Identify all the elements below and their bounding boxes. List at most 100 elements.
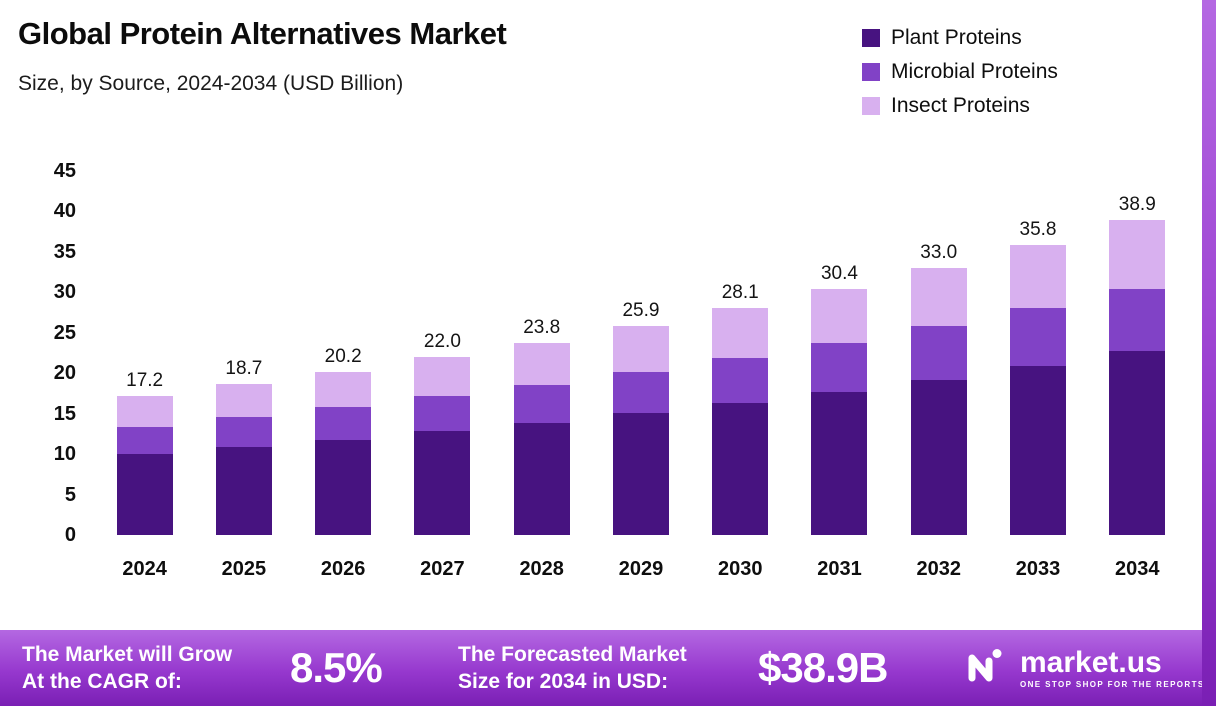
y-tick-label: 25 [53,321,76,344]
bar-stack [414,357,471,535]
bar-segment-microbial [215,416,272,447]
y-tick-label: 10 [53,443,76,466]
bar-column: 33.0 [889,171,988,535]
legend-swatch [862,29,880,47]
y-tick-label: 20 [53,362,76,385]
bar-segment-microbial [811,342,868,392]
side-accent-strip [1202,0,1216,706]
legend-label: Insect Proteins [891,94,1030,117]
legend-item: Plant Proteins [862,26,1058,50]
bar-segment-microbial [414,395,471,432]
bar-segment-insect [116,395,173,427]
bar-total-label: 33.0 [920,242,958,264]
bar-segment-insect [811,289,868,343]
bar-stack [315,371,372,535]
bar-segment-plant [811,391,868,535]
bar-segment-insect [910,268,967,326]
bar-segment-plant [315,439,372,535]
page-title: Global Protein Alternatives Market [18,16,507,51]
y-tick-label: 30 [53,281,76,304]
bar-segment-plant [712,403,769,535]
bar-total-label: 35.8 [1019,219,1057,241]
page-subtitle: Size, by Source, 2024-2034 (USD Billion) [18,72,404,95]
x-axis-label: 2026 [320,558,366,580]
bar-column: 30.4 [790,171,889,535]
bar-total-label: 18.7 [225,357,263,379]
legend-label: Plant Proteins [891,26,1022,49]
x-axis-label: 2033 [1015,558,1061,580]
legend-swatch [862,63,880,81]
bar-segment-microbial [1109,289,1166,352]
bar-stack [513,342,570,535]
y-tick-label: 40 [53,200,76,223]
bar-stack [1109,220,1166,535]
legend: Plant Proteins Microbial Proteins Insect P… [862,26,1058,118]
bar-total-label: 17.2 [126,369,164,391]
bar-segment-microbial [513,384,570,423]
x-axis-label: 2034 [1115,558,1160,580]
forecast-label: The Forecasted Market Size for 2034 in U… [458,641,758,696]
y-tick-label: 45 [53,160,76,182]
bar-segment-microbial [612,371,669,413]
bar-segment-plant [513,422,570,535]
x-axis-label: 2031 [817,558,862,580]
brand-tagline: ONE STOP SHOP FOR THE REPORTS [1020,679,1205,689]
bar-segment-plant [215,446,272,535]
bar-stack [712,307,769,535]
legend-item: Insect Proteins [862,94,1058,118]
bar-segment-insect [215,383,272,417]
y-tick-label: 15 [53,402,76,425]
bar-total-label: 22.0 [423,331,461,353]
bar-segment-insect [315,371,372,408]
bar-segment-plant [612,412,669,535]
bar-column: 17.2 [95,171,194,535]
x-axis-label: 2027 [420,558,465,580]
x-axis-label: 2029 [618,558,664,580]
bar-total-label: 23.8 [523,316,561,338]
x-axis-label: 2032 [916,558,962,580]
bar-column: 25.9 [591,171,690,535]
forecast-value: $38.9B [758,644,888,691]
market-us-logo-icon [964,647,1008,690]
bar-segment-microbial [1010,307,1067,366]
bar-total-label: 20.2 [324,345,362,367]
bar-stack [1010,245,1067,535]
bar-segment-plant [116,454,173,535]
cagr-label-line2: At the CAGR of: [22,670,182,693]
x-axis-label: 2030 [717,558,763,580]
y-axis: 0 5 10 15 20 25 30 35 40 45 [28,161,76,545]
bar-stack [116,395,173,535]
bar-segment-plant [1010,365,1067,535]
bar-column: 20.2 [294,171,393,535]
bar-column: 22.0 [393,171,492,535]
bar-column: 35.8 [989,171,1088,535]
bar-segment-insect [414,357,471,396]
x-axis-label: 2025 [221,558,267,580]
x-axis-label: 2024 [122,558,167,580]
bar-segment-microbial [910,325,967,380]
bar-column: 23.8 [492,171,591,535]
y-tick-label: 5 [64,483,76,506]
brand-text: market.us ONE STOP SHOP FOR THE REPORTS [1020,645,1205,689]
legend-swatch [862,97,880,115]
bar-total-label: 25.9 [622,299,660,321]
forecast-label-line1: The Forecasted Market [458,642,687,666]
bar-segment-insect [712,307,769,358]
legend-item: Microbial Proteins [862,60,1058,84]
y-tick-label: 35 [53,240,76,263]
bar-total-label: 38.9 [1118,194,1156,216]
bar-total-label: 28.1 [721,281,759,303]
bar-segment-insect [1109,220,1166,290]
cagr-value: 8.5% [290,644,383,691]
y-tick-label: 0 [64,524,76,546]
bar-segment-insect [612,325,669,372]
bar-column: 18.7 [194,171,293,535]
bar-segment-microbial [315,407,372,440]
legend-label: Microbial Proteins [891,60,1058,83]
cagr-label-line1: The Market will Grow [22,642,233,666]
bar-segment-plant [414,431,471,535]
bar-stack [811,289,868,535]
brand-name: market.us [1020,645,1162,679]
bar-column: 38.9 [1088,171,1187,535]
